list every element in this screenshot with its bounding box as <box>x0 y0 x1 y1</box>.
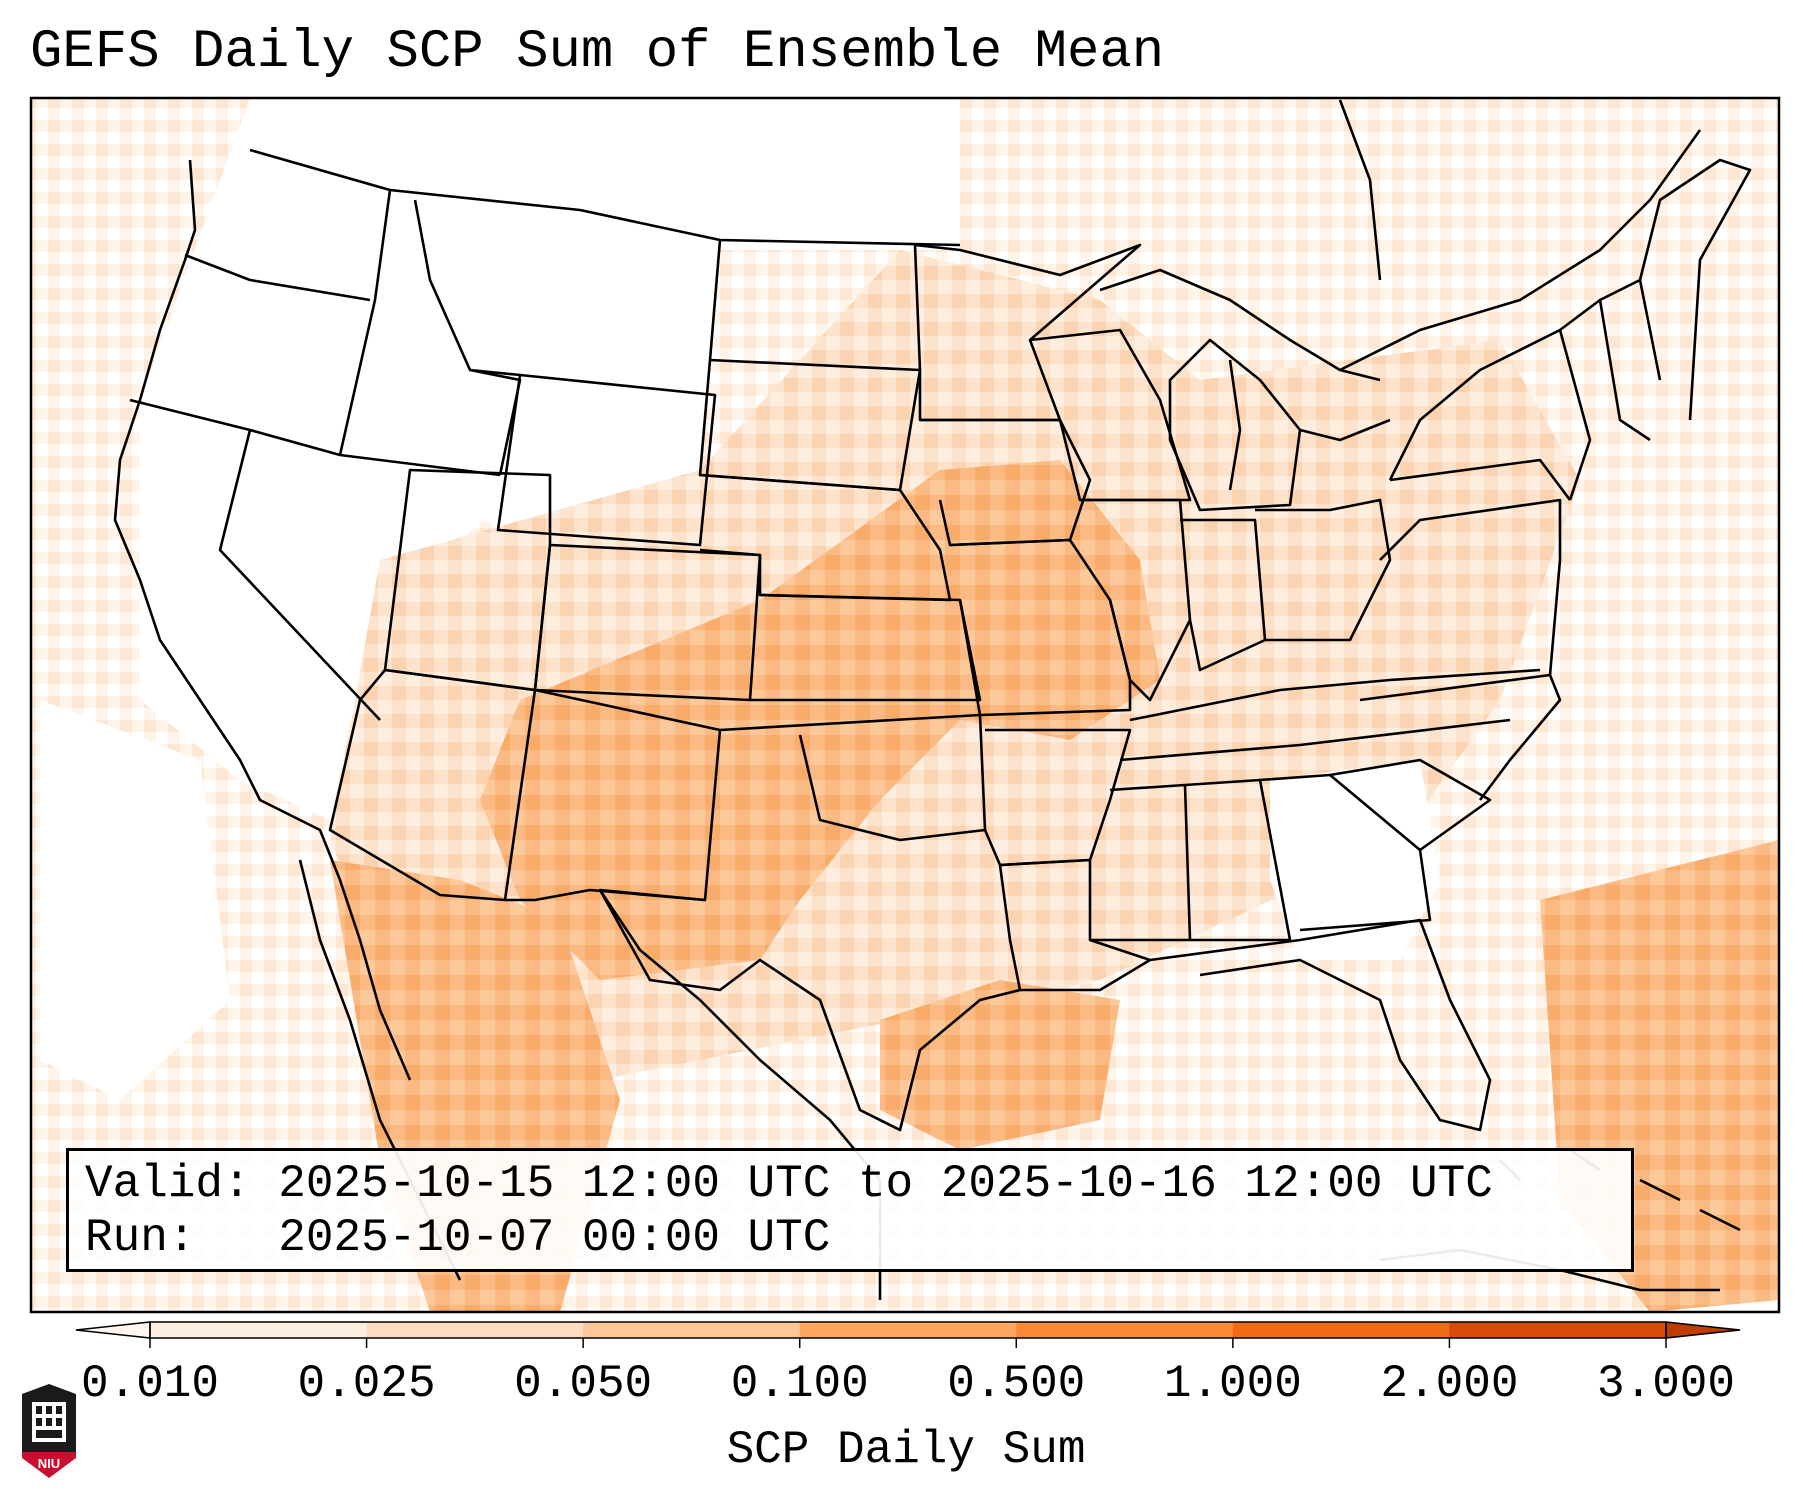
region-low-southeast <box>1270 760 1440 960</box>
colorbar-segment <box>1232 1322 1450 1338</box>
valid-run-info-box: Valid: 2025-10-15 12:00 UTC to 2025-10-1… <box>66 1148 1634 1272</box>
map-title: GEFS Daily SCP Sum of Ensemble Mean <box>30 22 1165 83</box>
colorbar-tick-label: 0.010 <box>80 1358 220 1410</box>
colorbar-tick-label: 3.000 <box>1596 1358 1736 1410</box>
colorbar-tick-label: 2.000 <box>1380 1358 1519 1410</box>
colorbar-segment <box>1016 1322 1234 1338</box>
colorbar-tick-label: 0.025 <box>297 1358 436 1410</box>
colorbar-segment <box>150 1322 368 1338</box>
valid-time-range: 2025-10-15 12:00 UTC to 2025-10-16 12:00… <box>278 1158 1493 1210</box>
colorbar-label: SCP Daily Sum <box>726 1424 1086 1476</box>
colorbar-frame <box>149 1321 1667 1339</box>
colorbar-segment <box>583 1322 801 1338</box>
colorbar-segment <box>1449 1322 1667 1338</box>
colorbar-extend-low <box>75 1321 151 1339</box>
colorbar-tick-label: 0.100 <box>730 1358 869 1410</box>
valid-label: Valid: <box>85 1158 251 1210</box>
region-low-north <box>140 98 960 820</box>
run-time: 2025-10-07 00:00 UTC <box>278 1212 831 1264</box>
niu-logo-icon: NIU <box>22 1384 76 1478</box>
run-label: Run: <box>85 1212 196 1264</box>
colorbar-segment <box>366 1322 584 1338</box>
colorbar-extend-high <box>1665 1321 1741 1339</box>
svg-text:NIU: NIU <box>38 1456 60 1471</box>
colorbar-tick-label: 0.050 <box>514 1358 653 1410</box>
colorbar-tick-label: 0.500 <box>947 1358 1086 1410</box>
map-frame <box>29 96 1781 1314</box>
region-low-pacific <box>40 700 230 1100</box>
region-higher <box>480 460 1160 980</box>
colorbar-segment <box>799 1322 1017 1338</box>
colorbar-tick-label: 1.000 <box>1163 1358 1302 1410</box>
state-borders <box>113 99 1752 1300</box>
region-higher-gulf <box>880 980 1120 1150</box>
